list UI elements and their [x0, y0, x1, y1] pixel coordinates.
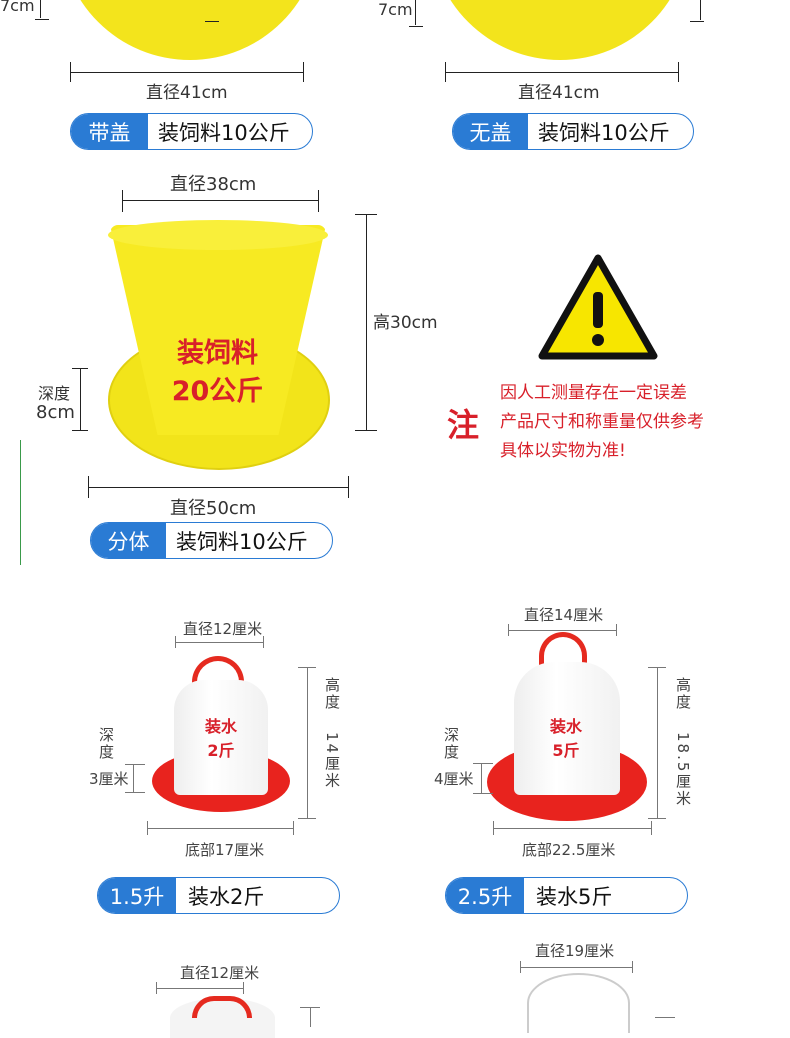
notice-mark: 注	[447, 406, 480, 444]
variant-tag-lid: 带盖 装饲料10公斤	[70, 113, 313, 150]
warning-icon	[538, 254, 658, 360]
top-diameter-label: 直径12厘米	[183, 620, 263, 638]
depth-label: 深度	[38, 384, 71, 403]
depth-value: 3厘米	[89, 770, 129, 788]
height-value: 14厘米	[323, 732, 341, 790]
drinker-handle	[192, 656, 244, 696]
variant-tag-split: 分体 装饲料10公斤	[90, 522, 333, 559]
bottom-diameter-label: 底部22.5厘米	[522, 841, 616, 859]
tag-label: 1.5升	[98, 878, 176, 913]
tag-label: 无盖	[453, 114, 528, 149]
depth-label: 深度	[97, 727, 115, 761]
top-diameter-label: 直径19厘米	[535, 942, 615, 960]
capacity-label: 装水2斤	[188, 884, 265, 909]
tag-label: 2.5升	[446, 878, 524, 913]
variant-tag-1-5l: 1.5升 装水2斤	[97, 877, 340, 914]
drinker-body	[514, 662, 620, 795]
yellow-bowl-with-lid	[60, 0, 320, 60]
notice-line: 产品尺寸和称重量仅供参考	[500, 412, 704, 432]
depth-value: 8cm	[36, 402, 75, 423]
capacity-label: 装饲料10公斤	[538, 120, 670, 145]
height-label: 高度	[674, 677, 692, 711]
capacity-label: 装水5斤	[536, 884, 613, 909]
drinker-body	[174, 680, 268, 795]
bucket-handle	[527, 973, 630, 1033]
top-diameter-label: 直径38cm	[170, 174, 257, 195]
height-value: 18.5厘米	[674, 732, 692, 808]
capacity-label: 装饲料10公斤	[158, 120, 290, 145]
top-diameter-label: 直径14厘米	[524, 606, 604, 624]
drinker-handle	[192, 996, 252, 1018]
height-label: 高度	[323, 677, 341, 711]
depth-label: 深度	[442, 727, 460, 761]
drinker-handle	[539, 632, 587, 668]
top-diameter-label: 直径12厘米	[180, 964, 260, 982]
height-line	[366, 214, 367, 430]
drinker-capacity-text: 装水 5斤	[549, 717, 582, 760]
notice-line: 具体以实物为准!	[500, 441, 626, 461]
bottom-diameter-label: 直径50cm	[170, 498, 257, 519]
depth-value: 4厘米	[434, 770, 474, 788]
diameter-label: 直径41cm	[518, 83, 600, 103]
yellow-bowl-without-lid	[430, 0, 690, 60]
tag-label: 带盖	[71, 114, 148, 149]
notice-line: 因人工测量存在一定误差	[500, 383, 687, 403]
variant-tag-2-5l: 2.5升 装水5斤	[445, 877, 688, 914]
depth-label: 7cm	[0, 0, 35, 15]
capacity-label: 装饲料10公斤	[176, 529, 308, 554]
depth-label: 7cm	[378, 0, 413, 19]
height-label: 高30cm	[373, 313, 438, 333]
diameter-line	[70, 72, 303, 73]
tag-label: 分体	[91, 523, 166, 558]
divider	[20, 440, 21, 565]
variant-tag-no-lid: 无盖 装饲料10公斤	[452, 113, 694, 150]
diameter-label: 直径41cm	[146, 83, 228, 103]
drinker-capacity-text: 装水 2斤	[204, 717, 237, 760]
bottom-diameter-label: 底部17厘米	[185, 841, 265, 859]
feeder-capacity-text: 装饲料 20公斤	[171, 338, 264, 407]
